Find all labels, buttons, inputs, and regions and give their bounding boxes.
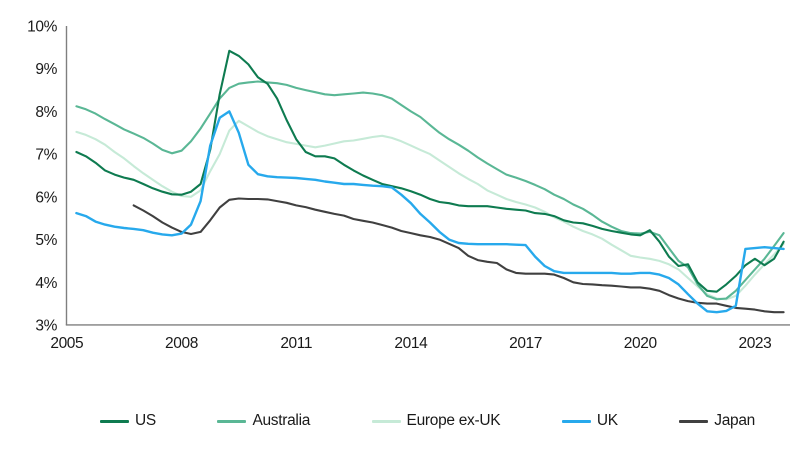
legend-label: US — [135, 412, 156, 429]
x-tick-label: 2017 — [509, 335, 542, 352]
line-australia — [75, 80, 785, 301]
legend-label: Australia — [252, 412, 311, 429]
legend-item-europe-ex-uk: Europe ex-UK — [371, 412, 501, 430]
y-tick-label: 6% — [35, 189, 57, 206]
y-tick-label: 3% — [35, 317, 57, 334]
line-europe-ex-uk — [75, 119, 785, 301]
y-tick-label: 7% — [35, 147, 57, 164]
x-tick-label: 2011 — [280, 335, 312, 352]
x-tick-label: 2005 — [50, 335, 83, 352]
legend-label: Japan — [714, 412, 755, 429]
line-japan — [132, 197, 785, 314]
legend-swatch-europe-ex-uk — [371, 419, 401, 423]
y-tick-label: 10% — [27, 19, 57, 36]
legend-swatch-us — [100, 419, 129, 423]
legend-swatch-japan — [679, 419, 709, 423]
legend-label: UK — [596, 412, 618, 429]
line-chart: 10% 9% 8% 7% 6% 5% 4% 3%2005 2008 2011 2014 2017 202… — [27, 19, 790, 352]
legend-item-australia: Australia — [217, 412, 310, 430]
legend-swatch-uk — [561, 419, 591, 423]
legend-item-japan: Japan — [679, 412, 755, 430]
x-tick-label: 2014 — [394, 335, 428, 352]
y-tick-label: 9% — [35, 61, 57, 78]
x-tick-label: 2020 — [624, 335, 658, 352]
legend-item-us: US — [100, 412, 156, 430]
x-tick-label: 2008 — [165, 335, 198, 352]
legend-label: Europe ex-UK — [406, 412, 501, 429]
line-uk — [75, 110, 785, 314]
legend-swatch-australia — [217, 419, 247, 423]
legend: US Australia Europe ex-UK UK Japan — [100, 412, 755, 430]
y-tick-label: 4% — [35, 275, 57, 292]
x-tick-label: 2023 — [738, 335, 771, 352]
y-tick-label: 5% — [35, 232, 57, 249]
legend-item-uk: UK — [561, 412, 618, 430]
y-tick-label: 8% — [35, 104, 57, 121]
line-us — [75, 49, 785, 293]
